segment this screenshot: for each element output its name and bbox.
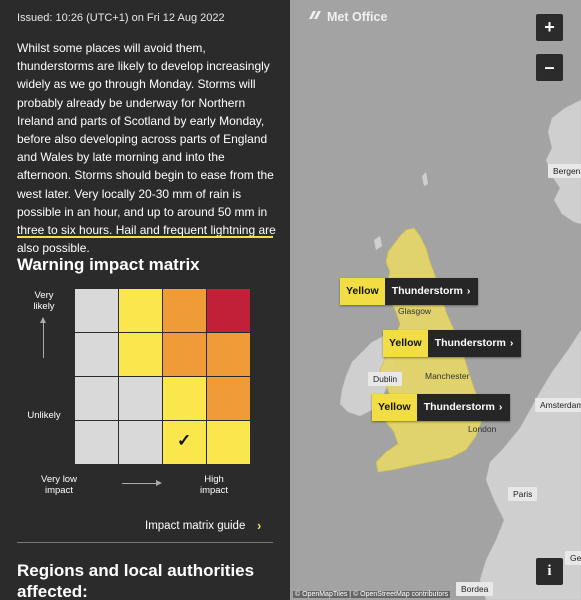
likelihood-low-label: Unlikely (27, 410, 61, 421)
chevron-right-icon[interactable]: › (257, 518, 262, 533)
impact-high-label: High impact (200, 474, 228, 496)
matrix-cell-red (207, 289, 250, 332)
section-divider (17, 542, 273, 543)
city-label-manchester: Manchester (425, 371, 470, 381)
warning-level: Yellow (383, 330, 428, 357)
matrix-title: Warning impact matrix (17, 255, 200, 274)
matrix-cell-yellow (119, 289, 162, 332)
warning-type-label: Thunderstorm (391, 285, 463, 297)
city-label-dublin: Dublin (368, 372, 403, 386)
matrix-cell-grey (119, 377, 162, 420)
likelihood-arrow (40, 317, 46, 358)
matrix-cell-grey (75, 289, 118, 332)
impact-arrow (122, 480, 162, 486)
city-label-amsterdam: Amsterdam (535, 398, 581, 412)
impact-low-label: Very low impact (41, 474, 77, 496)
warning-type: Thunderstorm › (384, 278, 479, 305)
matrix-cell-grey (75, 377, 118, 420)
city-label-london: London (468, 424, 497, 434)
warning-marker[interactable]: Yellow Thunderstorm › (383, 330, 522, 357)
matrix-cell-grey (75, 421, 118, 464)
matrix-cell-yellow (119, 333, 162, 376)
chevron-right-icon: › (466, 285, 471, 297)
matrix-cell-orange (163, 289, 206, 332)
warning-marker[interactable]: Yellow Thunderstorm › (340, 278, 479, 305)
matrix-cell-yellow: ✓ (163, 421, 206, 464)
matrix-cell-grey (119, 421, 162, 464)
info-button[interactable]: i (536, 558, 563, 585)
warning-level: Yellow (372, 394, 417, 421)
matrix-cell-grey (75, 333, 118, 376)
issued-timestamp: Issued: 10:26 (UTC+1) on Fri 12 Aug 2022 (17, 12, 225, 24)
warning-type: Thunderstorm › (416, 394, 511, 421)
chevron-right-icon: › (509, 337, 514, 349)
city-label-geneva: Gen (565, 551, 581, 565)
warning-details-panel: Issued: 10:26 (UTC+1) on Fri 12 Aug 2022… (0, 0, 290, 600)
matrix-cell-orange (163, 333, 206, 376)
city-label-bordeaux: Bordea (456, 582, 494, 596)
warning-marker[interactable]: Yellow Thunderstorm › (372, 394, 511, 421)
section-divider (17, 236, 273, 238)
warning-type-label: Thunderstorm (434, 337, 506, 349)
warning-map[interactable]: Met Office + – Bergen Glasgow Dublin Man… (290, 0, 581, 600)
impact-matrix-guide-link[interactable]: Impact matrix guide (145, 520, 246, 532)
city-label-bergen: Bergen (548, 164, 581, 178)
city-label-paris: Paris (508, 487, 538, 501)
warning-level: Yellow (340, 278, 385, 305)
map-attribution[interactable]: © OpenMapTiles | © OpenStreetMap contrib… (293, 591, 451, 598)
warning-description: Whilst some places will avoid them, thun… (17, 41, 276, 256)
likelihood-high-label: Very likely (33, 290, 55, 312)
matrix-cell-yellow (207, 421, 250, 464)
matrix-cell-orange (207, 377, 250, 420)
checkmark-icon: ✓ (177, 431, 192, 450)
warning-type: Thunderstorm › (427, 330, 522, 357)
regions-title: Regions and local authorities affected: (17, 561, 255, 600)
impact-matrix: ✓ (75, 289, 250, 464)
logo-text: Met Office (327, 10, 388, 24)
city-label-glasgow: Glasgow (398, 306, 432, 316)
zoom-out-button[interactable]: – (536, 54, 563, 81)
chevron-right-icon: › (498, 401, 503, 413)
matrix-cell-orange (207, 333, 250, 376)
zoom-in-button[interactable]: + (536, 14, 563, 41)
matrix-cell-yellow (163, 377, 206, 420)
warning-type-label: Thunderstorm (423, 401, 495, 413)
met-office-logo-icon (309, 11, 321, 19)
